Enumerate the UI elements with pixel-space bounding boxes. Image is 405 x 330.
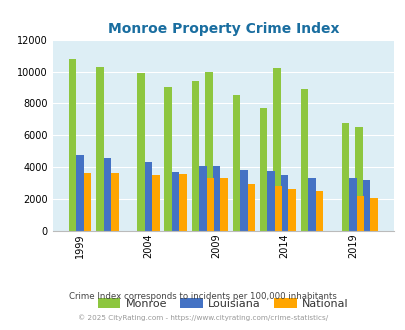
Bar: [307, 178, 315, 231]
Bar: [198, 166, 206, 231]
Legend: Monroe, Louisiana, National: Monroe, Louisiana, National: [93, 294, 352, 314]
Text: © 2025 CityRating.com - https://www.cityrating.com/crime-statistics/: © 2025 CityRating.com - https://www.city…: [78, 314, 327, 321]
Bar: [76, 155, 83, 231]
Bar: [259, 108, 266, 231]
Bar: [369, 197, 377, 231]
Bar: [266, 171, 274, 231]
Bar: [220, 179, 227, 231]
Bar: [111, 173, 118, 231]
Bar: [179, 174, 186, 231]
Bar: [273, 68, 280, 231]
Title: Monroe Property Crime Index: Monroe Property Crime Index: [107, 22, 338, 36]
Bar: [68, 59, 76, 231]
Bar: [136, 73, 144, 231]
Bar: [300, 89, 307, 231]
Bar: [83, 173, 91, 231]
Bar: [362, 180, 369, 231]
Bar: [348, 179, 356, 231]
Bar: [356, 196, 363, 231]
Bar: [341, 122, 348, 231]
Bar: [205, 72, 212, 231]
Text: Crime Index corresponds to incidents per 100,000 inhabitants: Crime Index corresponds to incidents per…: [69, 292, 336, 301]
Bar: [171, 172, 179, 231]
Bar: [288, 189, 295, 231]
Bar: [191, 81, 198, 231]
Bar: [280, 175, 288, 231]
Bar: [315, 191, 322, 231]
Bar: [212, 166, 220, 231]
Bar: [274, 185, 281, 231]
Bar: [151, 175, 159, 231]
Bar: [239, 170, 247, 231]
Bar: [164, 87, 171, 231]
Bar: [96, 67, 103, 231]
Bar: [206, 178, 213, 231]
Bar: [103, 158, 111, 231]
Bar: [232, 95, 239, 231]
Bar: [144, 162, 151, 231]
Bar: [354, 126, 362, 231]
Bar: [247, 184, 254, 231]
